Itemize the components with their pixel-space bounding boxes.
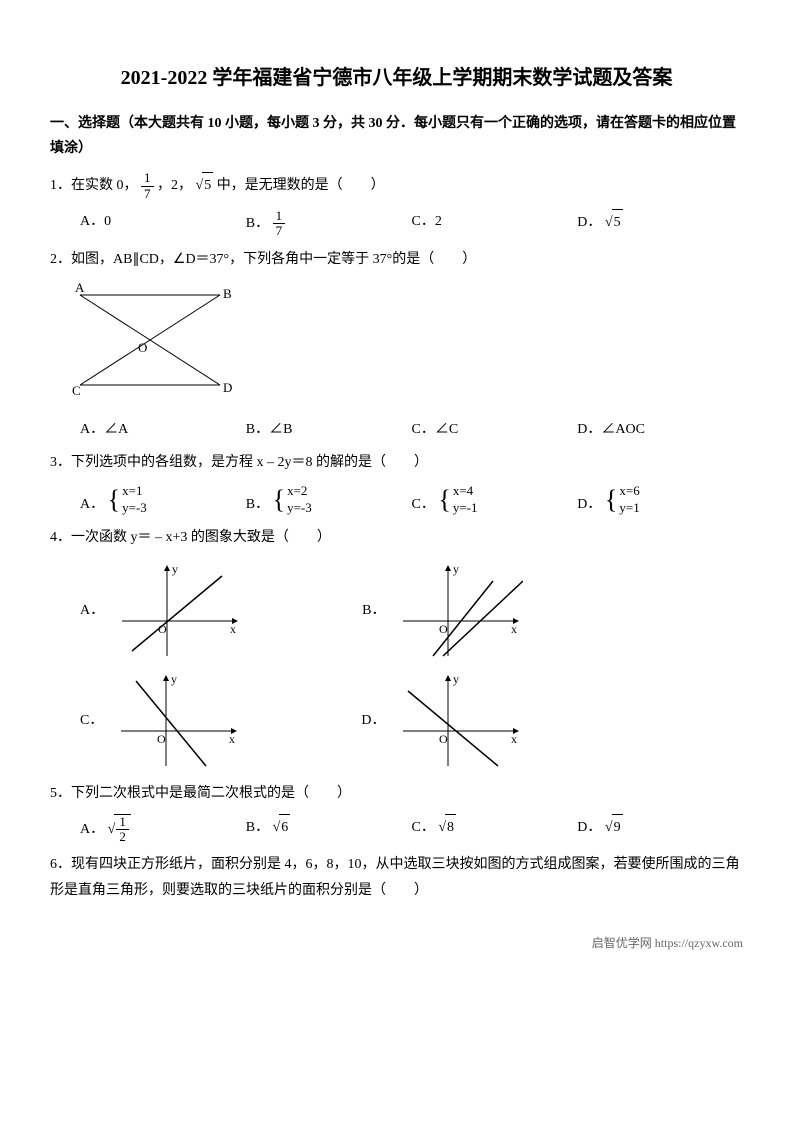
vertex-a: A xyxy=(75,280,85,295)
q1-text-c: 中，是无理数的是（ ） xyxy=(217,178,385,193)
graph-icon: O x y xyxy=(393,671,523,771)
sqrt-icon: 8 xyxy=(438,820,456,835)
q1-text-b: ，2， xyxy=(157,178,192,193)
q4-opt-a: A． O x y xyxy=(80,561,242,661)
q2-opt-d: D．∠AOC xyxy=(577,417,743,442)
vertex-d: D xyxy=(223,380,232,395)
q2-diagram: A B C D O xyxy=(70,280,743,409)
sqrt-icon: 9 xyxy=(605,820,623,835)
q1-opt-a: A．0 xyxy=(80,209,246,239)
fraction-icon: 1 7 xyxy=(273,209,286,239)
q5-opt-b: B． 6 xyxy=(246,814,412,845)
q3-opt-d: D． { x=6y=1 xyxy=(577,483,743,517)
q5-opt-a: A． 12 xyxy=(80,814,246,845)
svg-text:O: O xyxy=(439,732,448,746)
sqrt-icon: 5 xyxy=(196,178,214,193)
q1-text-a: 1．在实数 0， xyxy=(50,178,138,193)
q4-row-2: C． O x y D． O x y xyxy=(80,671,743,771)
brace-icon: { xyxy=(438,487,450,513)
sqrt-icon: 12 xyxy=(108,822,131,837)
q2-opt-b: B．∠B xyxy=(246,417,412,442)
question-2: 2．如图，AB∥CD，∠D＝37°，下列各角中一定等于 37°的是（ ） xyxy=(50,247,743,272)
q2-opt-c: C．∠C xyxy=(412,417,578,442)
svg-text:y: y xyxy=(453,562,459,576)
question-6: 6．现有四块正方形纸片，面积分别是 4，6，8，10，从中选取三块按如图的方式组… xyxy=(50,852,743,902)
q1-opt-c: C．2 xyxy=(412,209,578,239)
q3-opt-b: B． { x=2y=-3 xyxy=(246,483,412,517)
q4-opt-d: D． O x y xyxy=(361,671,523,771)
sqrt-icon: 5 xyxy=(605,215,623,230)
sqrt-icon: 6 xyxy=(273,820,291,835)
q4-opt-b: B． O x y xyxy=(362,561,523,661)
q5-options: A． 12 B． 6 C． 8 D． 9 xyxy=(80,814,743,845)
fraction-icon: 1 7 xyxy=(141,171,154,201)
svg-text:O: O xyxy=(157,732,166,746)
q4-row-1: A． O x y B． O x y xyxy=(80,561,743,661)
q2-options: A．∠A B．∠B C．∠C D．∠AOC xyxy=(80,417,743,442)
section-heading: 一、选择题（本大题共有 10 小题，每小题 3 分，共 30 分．每小题只有一个… xyxy=(50,111,743,161)
svg-text:x: x xyxy=(230,622,236,636)
svg-text:x: x xyxy=(511,732,517,746)
vertex-c: C xyxy=(72,383,81,398)
brace-icon: { xyxy=(605,487,617,513)
q1-options: A．0 B． 1 7 C．2 D． 5 xyxy=(80,209,743,239)
q3-options: A． { x=1y=-3 B． { x=2y=-3 C． { x=4y=-1 D… xyxy=(80,483,743,517)
graph-icon: O x y xyxy=(111,671,241,771)
brace-icon: { xyxy=(108,487,120,513)
q3-opt-c: C． { x=4y=-1 xyxy=(412,483,578,517)
q5-opt-d: D． 9 xyxy=(577,814,743,845)
svg-text:x: x xyxy=(229,732,235,746)
brace-icon: { xyxy=(273,487,285,513)
svg-text:O: O xyxy=(158,622,167,636)
svg-text:y: y xyxy=(453,672,459,686)
q3-opt-a: A． { x=1y=-3 xyxy=(80,483,246,517)
question-4: 4．一次函数 y＝ – x+3 的图象大致是（ ） xyxy=(50,525,743,550)
q2-opt-a: A．∠A xyxy=(80,417,246,442)
vertex-o: O xyxy=(138,340,147,355)
question-3: 3．下列选项中的各组数，是方程 x – 2y＝8 的解的是（ ） xyxy=(50,450,743,475)
q1-opt-d: D． 5 xyxy=(577,209,743,239)
page-title: 2021-2022 学年福建省宁德市八年级上学期期末数学试题及答案 xyxy=(50,60,743,96)
question-5: 5．下列二次根式中是最简二次根式的是（ ） xyxy=(50,781,743,806)
svg-text:x: x xyxy=(511,622,517,636)
svg-text:y: y xyxy=(172,562,178,576)
graph-icon: O x y xyxy=(393,561,523,661)
graph-icon: O x y xyxy=(112,561,242,661)
svg-text:y: y xyxy=(171,672,177,686)
q1-opt-b: B． 1 7 xyxy=(246,209,412,239)
page-footer: 启智优学网 https://qzyxw.com xyxy=(50,933,743,955)
q5-opt-c: C． 8 xyxy=(412,814,578,845)
svg-text:O: O xyxy=(439,622,448,636)
question-1: 1．在实数 0， 1 7 ，2， 5 中，是无理数的是（ ） xyxy=(50,171,743,201)
q4-opt-c: C． O x y xyxy=(80,671,241,771)
vertex-b: B xyxy=(223,286,232,301)
